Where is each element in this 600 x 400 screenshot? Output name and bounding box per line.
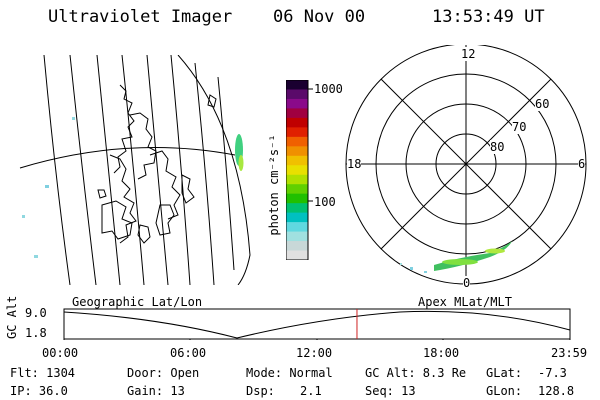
x-tick-1200: 12:00 bbox=[296, 346, 333, 360]
x-tick-2359: 23:59 bbox=[551, 346, 588, 360]
instrument-title: Ultraviolet Imager bbox=[48, 7, 233, 27]
colorbar-stripe bbox=[286, 127, 308, 138]
colorbar-stripe bbox=[286, 165, 308, 176]
x-tick-1800: 18:00 bbox=[423, 346, 460, 360]
time-label: 13:53:49 UT bbox=[432, 7, 545, 27]
colorbar-stripe bbox=[286, 193, 308, 204]
ip-value: IP: 36.0 bbox=[10, 384, 68, 398]
altitude-curve bbox=[63, 310, 571, 339]
altitude-timeline bbox=[63, 308, 571, 340]
colorbar-stripe bbox=[286, 231, 308, 242]
colorbar-stripe bbox=[286, 203, 308, 214]
colorbar-stripe bbox=[286, 174, 308, 185]
colorbar-stripe bbox=[286, 146, 308, 157]
mlt-label-0: 0 bbox=[463, 276, 471, 290]
lat-label-60: 60 bbox=[535, 97, 550, 111]
colorbar-unit-label: photon cm⁻²s⁻¹ bbox=[267, 134, 281, 236]
colorbar-tick-100: 100 bbox=[314, 195, 336, 209]
colorbar-stripe bbox=[286, 117, 308, 128]
lat-label-80: 80 bbox=[490, 140, 505, 154]
timeline-right-title: Apex MLat/MLT bbox=[418, 295, 512, 309]
colorbar-stripe bbox=[286, 250, 308, 260]
colorbar-stripe bbox=[286, 89, 308, 100]
colorbar-stripe bbox=[286, 98, 308, 109]
door-status: Door: Open bbox=[127, 366, 200, 380]
mode-value: Mode: Normal bbox=[246, 366, 333, 380]
sequence-number: Seq: 13 bbox=[365, 384, 416, 398]
dsp-value: 2.1 bbox=[300, 384, 322, 398]
glat-value: -7.3 bbox=[538, 366, 567, 380]
mlt-label-12: 12 bbox=[460, 47, 477, 61]
colorbar-stripe bbox=[286, 184, 308, 195]
timeline-left-title: Geographic Lat/Lon bbox=[72, 295, 203, 309]
gain-value: Gain: 13 bbox=[127, 384, 185, 398]
timeline-y-top: 9.0 bbox=[25, 306, 47, 320]
timeline-y-bottom: 1.8 bbox=[25, 326, 47, 340]
auroral-emission bbox=[22, 117, 244, 258]
color-scale-bar bbox=[286, 80, 313, 260]
colorbar-stripe bbox=[286, 241, 308, 252]
colorbar-stripe bbox=[286, 222, 308, 233]
date-label: 06 Nov 00 bbox=[273, 7, 366, 27]
colorbar-stripe bbox=[286, 155, 308, 166]
colorbar-stripe bbox=[286, 108, 308, 119]
dsp-label: Dsp: bbox=[246, 384, 275, 398]
glat-label: GLat: bbox=[486, 366, 523, 380]
x-tick-0000: 00:00 bbox=[42, 346, 79, 360]
flight-number: Flt: 1304 bbox=[10, 366, 76, 380]
polar-axis-diag-2 bbox=[380, 78, 552, 250]
polar-plot bbox=[345, 45, 587, 285]
geographic-map bbox=[19, 55, 251, 285]
meridian-grid bbox=[19, 55, 251, 285]
mlt-label-18: 18 bbox=[347, 157, 362, 171]
colorbar-stripe bbox=[286, 80, 308, 90]
glon-value: 128.8 bbox=[538, 384, 575, 398]
x-tick-0600: 06:00 bbox=[170, 346, 207, 360]
auroral-oval bbox=[400, 241, 512, 273]
mlt-label-6: 6 bbox=[578, 157, 586, 171]
coastline bbox=[97, 84, 217, 244]
timeline-axis-label: GC Alt bbox=[5, 295, 19, 339]
lat-label-70: 70 bbox=[512, 120, 527, 134]
glon-label: GLon: bbox=[486, 384, 523, 398]
colorbar-tick-1000: 1000 bbox=[314, 82, 343, 96]
colorbar-stripe bbox=[286, 136, 308, 147]
timeline-frame bbox=[63, 308, 571, 340]
colorbar-stripe bbox=[286, 212, 308, 223]
gc-altitude: GC Alt: 8.3 Re bbox=[365, 366, 467, 380]
